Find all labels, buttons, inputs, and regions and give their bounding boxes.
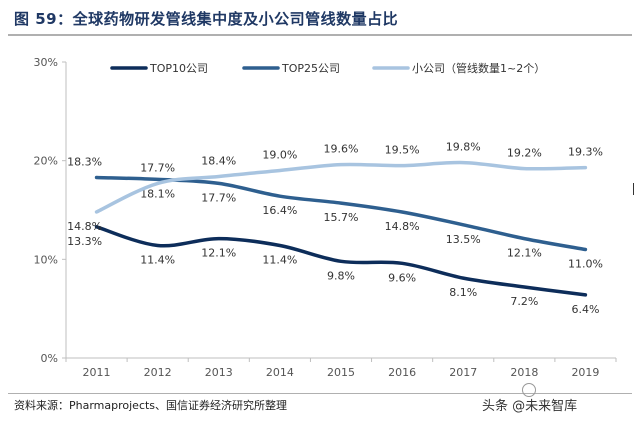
legend-label: TOP10公司 (149, 62, 208, 75)
data-label: 9.6% (388, 271, 416, 284)
x-tick-label: 2011 (83, 366, 111, 379)
data-label: 18.3% (67, 155, 102, 168)
data-label: 19.0% (262, 149, 297, 162)
y-tick-label: 0% (41, 352, 58, 365)
data-label: 17.7% (140, 161, 175, 174)
data-label: 19.8% (446, 141, 481, 154)
data-label: 11.4% (140, 254, 175, 267)
series-line-1 (94, 225, 588, 297)
source-note: 资料来源：Pharmaprojects、国信证券经济研究所整理 (14, 399, 288, 412)
x-tick-label: 2015 (327, 366, 355, 379)
data-label: 12.1% (507, 247, 542, 260)
data-label: 13.5% (446, 233, 481, 246)
data-label: 9.8% (327, 269, 355, 282)
data-label: 19.6% (324, 143, 359, 156)
x-tick-label: 2016 (388, 366, 416, 379)
watermark: 头条 @未来智库 (482, 399, 578, 414)
data-label: 19.5% (385, 144, 420, 157)
watermark-icon (522, 383, 536, 397)
data-label: 13.3% (67, 235, 102, 248)
data-label: 8.1% (449, 286, 477, 299)
page-edge-mark (633, 183, 634, 195)
figure-title: 图 59：全球药物研发管线集中度及小公司管线数量占比 (14, 10, 399, 28)
data-label: 11.0% (568, 257, 603, 270)
data-label: 16.4% (262, 204, 297, 217)
data-label: 11.4% (262, 254, 297, 267)
title-divider (8, 34, 632, 36)
x-tick-label: 2018 (510, 366, 538, 379)
x-tick-label: 2019 (571, 366, 599, 379)
data-label: 12.1% (201, 247, 236, 260)
data-label: 14.8% (385, 220, 420, 233)
data-label: 7.2% (510, 295, 538, 308)
data-label: 17.7% (201, 191, 236, 204)
legend-label: 小公司（管线数量1~2个） (412, 61, 545, 75)
y-tick-label: 30% (34, 56, 58, 69)
source-divider (8, 393, 632, 394)
series-line-3 (94, 160, 588, 214)
x-tick-label: 2014 (266, 366, 294, 379)
x-tick-label: 2017 (449, 366, 477, 379)
x-tick-label: 2013 (205, 366, 233, 379)
data-label: 19.3% (568, 146, 603, 159)
x-tick-label: 2012 (144, 366, 172, 379)
data-label: 19.2% (507, 147, 542, 160)
data-label: 14.8% (67, 220, 102, 233)
y-tick-label: 20% (34, 155, 58, 168)
y-tick-label: 10% (34, 253, 58, 266)
data-label: 18.1% (140, 187, 175, 200)
data-label: 15.7% (324, 211, 359, 224)
legend-label: TOP25公司 (281, 62, 340, 75)
data-label: 6.4% (571, 303, 599, 316)
data-label: 18.4% (201, 154, 236, 167)
